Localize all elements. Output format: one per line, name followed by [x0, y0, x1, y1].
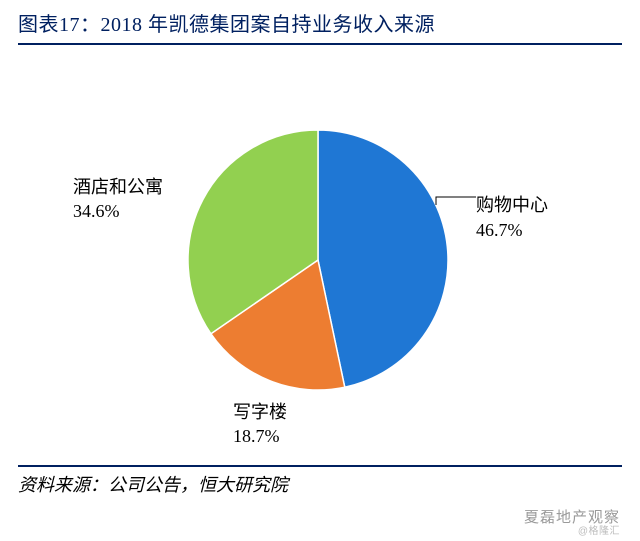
slice-label-name: 购物中心 [476, 193, 548, 217]
chart-area: 购物中心46.7% 写字楼18.7% 酒店和公寓34.6% [18, 45, 622, 465]
slice-label: 酒店和公寓34.6% [73, 175, 163, 224]
slice-label-pct: 46.7% [476, 218, 548, 242]
figure-frame: 图表17：2018 年凯德集团案自持业务收入来源 购物中心46.7% 写字楼18.… [0, 0, 640, 541]
watermark-sub: @格隆汇 [524, 526, 620, 537]
watermark: 夏磊地产观察 @格隆汇 [524, 510, 620, 538]
pie-slice [318, 130, 448, 387]
slice-label: 购物中心46.7% [476, 193, 548, 242]
watermark-main: 夏磊地产观察 [524, 510, 620, 527]
title-area: 图表17：2018 年凯德集团案自持业务收入来源 [18, 6, 622, 45]
slice-label-pct: 34.6% [73, 199, 163, 223]
footer-area: 资料来源：公司公告，恒大研究院 [18, 465, 622, 497]
pie-chart [18, 45, 622, 465]
slice-label: 写字楼18.7% [233, 400, 287, 449]
leader-line [436, 197, 476, 205]
chart-title: 图表17：2018 年凯德集团案自持业务收入来源 [18, 14, 435, 36]
slice-label-name: 写字楼 [233, 400, 287, 424]
source-text: 资料来源：公司公告，恒大研究院 [18, 475, 288, 495]
slice-label-pct: 18.7% [233, 424, 287, 448]
slice-label-name: 酒店和公寓 [73, 175, 163, 199]
